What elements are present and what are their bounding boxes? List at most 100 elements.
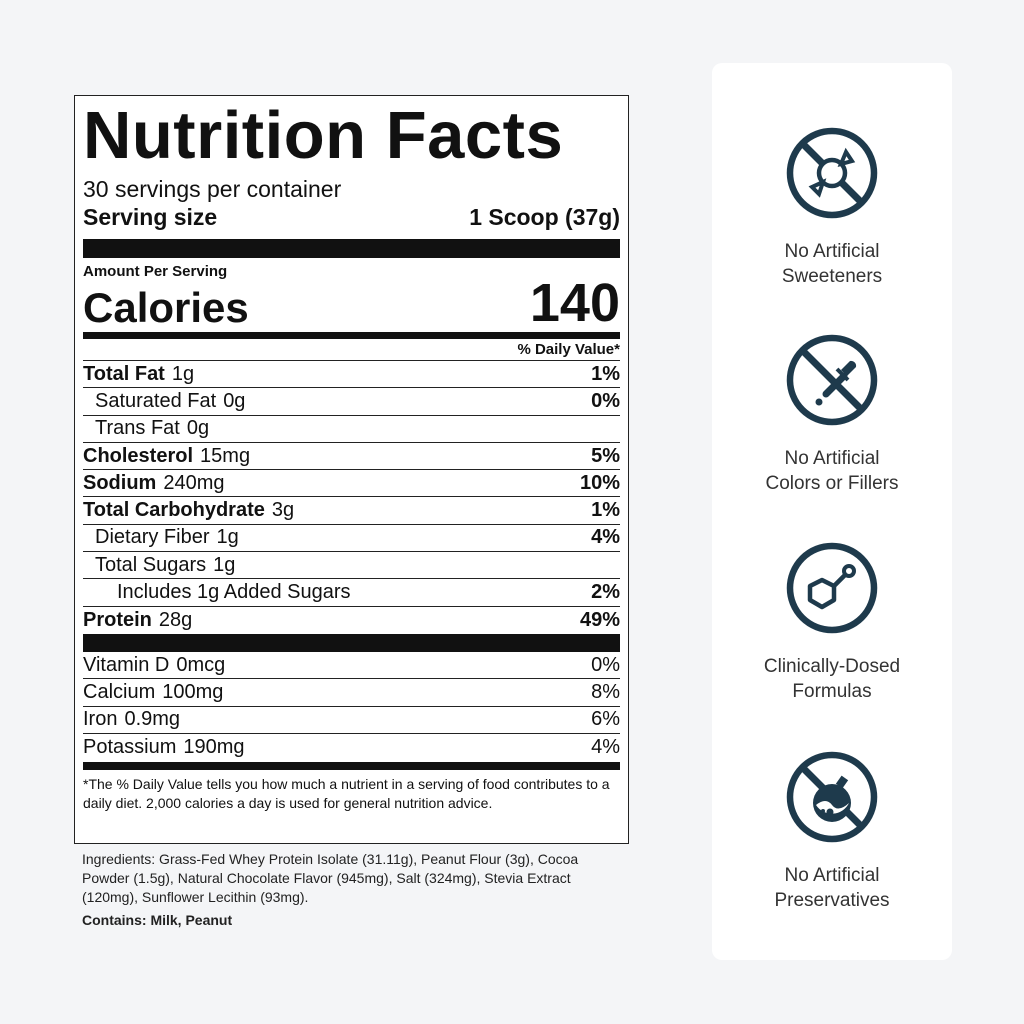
- nutrient-daily-value: 2%: [591, 581, 620, 604]
- serving-size-label: Serving size: [83, 204, 218, 230]
- nutrient-row: Total Carbohydrate 3g 1%: [83, 497, 620, 525]
- nutrient-label: Total Sugars 1g: [83, 554, 235, 577]
- nutrient-label: Cholesterol 15mg: [83, 445, 250, 468]
- no-flask-icon: [786, 751, 878, 843]
- nutrient-label: Total Carbohydrate 3g: [83, 499, 294, 522]
- nutrient-label: Trans Fat 0g: [83, 417, 209, 440]
- features-panel: No Artificial Sweeteners No Artificial Colo…: [712, 63, 952, 960]
- nutrient-name: Protein: [83, 608, 152, 631]
- vitamin-row: Vitamin D 0mcg 0%: [83, 652, 620, 680]
- feature-label: No Artificial Preservatives: [712, 863, 952, 913]
- divider-medium: [83, 762, 620, 771]
- allergens: Contains: Milk, Peanut: [82, 912, 233, 928]
- nutrient-row: Saturated Fat 0g 0%: [83, 388, 620, 416]
- servings-per-container: 30 servings per container: [83, 176, 342, 202]
- feature-label: Clinically-Dosed Formulas: [712, 654, 952, 704]
- feature-label-line: Preservatives: [774, 890, 890, 911]
- nutrient-amount: 3g: [271, 499, 295, 522]
- vitamin-daily-value: 0%: [591, 653, 620, 676]
- nutrient-name: Saturated Fat: [95, 389, 217, 412]
- nutrient-label: Sodium 240mg: [83, 472, 225, 495]
- feature-label-line: No Artificial: [784, 241, 880, 262]
- nutrient-name: Total Sugars: [95, 553, 207, 576]
- label-title: Nutrition Facts: [83, 98, 564, 173]
- vitamin-name: Iron: [83, 708, 118, 731]
- vitamin-row: Calcium 100mg 8%: [83, 679, 620, 707]
- vitamin-amount: 0mcg: [176, 653, 226, 676]
- vitamin-daily-value: 8%: [591, 680, 620, 703]
- feature-item: No Artificial Colors or Fillers: [712, 334, 952, 496]
- nutrient-name: Dietary Fiber: [95, 526, 210, 549]
- nutrient-daily-value: 0%: [591, 389, 620, 412]
- nutrient-label: Saturated Fat 0g: [83, 390, 245, 413]
- nutrient-name: Total Fat: [83, 362, 165, 385]
- vitamin-name: Vitamin D: [83, 653, 170, 676]
- vitamin-label: Vitamin D 0mcg: [83, 654, 225, 677]
- serving-size-row: Serving size 1 Scoop (37g): [83, 202, 620, 232]
- feature-item: Clinically-Dosed Formulas: [712, 542, 952, 704]
- feature-label-line: Colors or Fillers: [765, 473, 899, 494]
- feature-label-line: Formulas: [792, 681, 872, 702]
- nutrient-row: Total Sugars 1g: [83, 552, 620, 580]
- nutrient-row: Includes 1g Added Sugars 2%: [83, 579, 620, 607]
- nutrient-amount: 1g: [216, 526, 239, 549]
- nutrient-row: Cholesterol 15mg 5%: [83, 443, 620, 471]
- nutrient-label: Protein 28g: [83, 609, 192, 632]
- ingredients: Ingredients: Grass-Fed Whey Protein Isol…: [82, 851, 579, 905]
- calories-label: Calories: [83, 284, 249, 331]
- vitamin-daily-value: 4%: [591, 736, 620, 758]
- feature-label: No Artificial Sweeteners: [712, 239, 952, 289]
- nutrient-name: Trans Fat: [95, 417, 180, 440]
- nutrient-name: Sodium: [83, 471, 157, 494]
- nutrient-daily-value: 10%: [579, 471, 620, 494]
- nutrient-amount: 15mg: [200, 444, 251, 467]
- feature-label-line: Clinically-Dosed: [763, 656, 901, 677]
- vitamin-amount: 0.9mg: [124, 708, 181, 731]
- feature-label: No Artificial Colors or Fillers: [712, 446, 952, 496]
- nutrient-daily-value: 49%: [579, 608, 620, 631]
- nutrient-list: Total Fat 1g 1% Saturated Fat 0g 0% Trans Fat 0…: [83, 361, 620, 634]
- nutrient-amount: 240mg: [163, 471, 225, 494]
- vitamin-label: Iron 0.9mg: [83, 708, 180, 731]
- vitamin-label: Potassium 190mg: [83, 736, 245, 759]
- nutrient-label: Includes 1g Added Sugars: [83, 581, 351, 604]
- vitamin-name: Calcium: [83, 680, 156, 703]
- nutrient-daily-value: 4%: [591, 526, 620, 549]
- divider-thick: [83, 633, 620, 652]
- vitamin-label: Calcium 100mg: [83, 681, 223, 704]
- feature-label-line: No Artificial: [784, 865, 880, 886]
- nutrient-row: Protein 28g 49%: [83, 607, 620, 634]
- vitamin-daily-value: 6%: [591, 708, 620, 731]
- nutrient-daily-value: 1%: [591, 362, 620, 385]
- feature-item: No Artificial Preservatives: [712, 751, 952, 913]
- nutrient-label: Dietary Fiber 1g: [83, 526, 239, 549]
- nutrient-amount: 28g: [158, 608, 193, 631]
- nutrient-row: Sodium 240mg 10%: [83, 470, 620, 498]
- molecule-icon: [786, 542, 878, 634]
- nutrient-amount: 1g: [213, 553, 236, 576]
- serving-size-value: 1 Scoop (37g): [469, 204, 620, 230]
- nutrient-amount: 0g: [186, 417, 210, 440]
- no-dropper-icon: [786, 334, 878, 426]
- amount-per-serving: Amount Per Serving: [83, 263, 228, 280]
- nutrient-amount: 1g: [171, 362, 195, 385]
- nutrient-amount: 0g: [223, 389, 246, 412]
- divider-medium: [83, 332, 620, 339]
- calories-value: 140: [529, 273, 620, 333]
- feature-label-line: Sweeteners: [781, 266, 883, 287]
- nutrition-facts-label: Nutrition Facts 30 servings per containe…: [74, 95, 629, 844]
- nutrient-name: Includes 1g Added Sugars: [117, 581, 351, 604]
- feature-label-line: No Artificial: [784, 448, 880, 469]
- no-candy-icon: [786, 127, 878, 219]
- calories-row: Calories 140: [83, 276, 620, 331]
- nutrient-row: Total Fat 1g 1%: [83, 361, 620, 389]
- divider-thick: [83, 239, 620, 258]
- daily-value-header: % Daily Value*: [83, 340, 620, 361]
- nutrient-daily-value: 1%: [591, 499, 620, 522]
- nutrient-row: Dietary Fiber 1g 4%: [83, 525, 620, 553]
- nutrient-daily-value: 5%: [591, 444, 620, 467]
- nutrient-name: Total Carbohydrate: [83, 499, 265, 522]
- feature-item: No Artificial Sweeteners: [712, 127, 952, 289]
- nutrient-row: Trans Fat 0g: [83, 416, 620, 443]
- nutrient-label: Total Fat 1g: [83, 363, 194, 386]
